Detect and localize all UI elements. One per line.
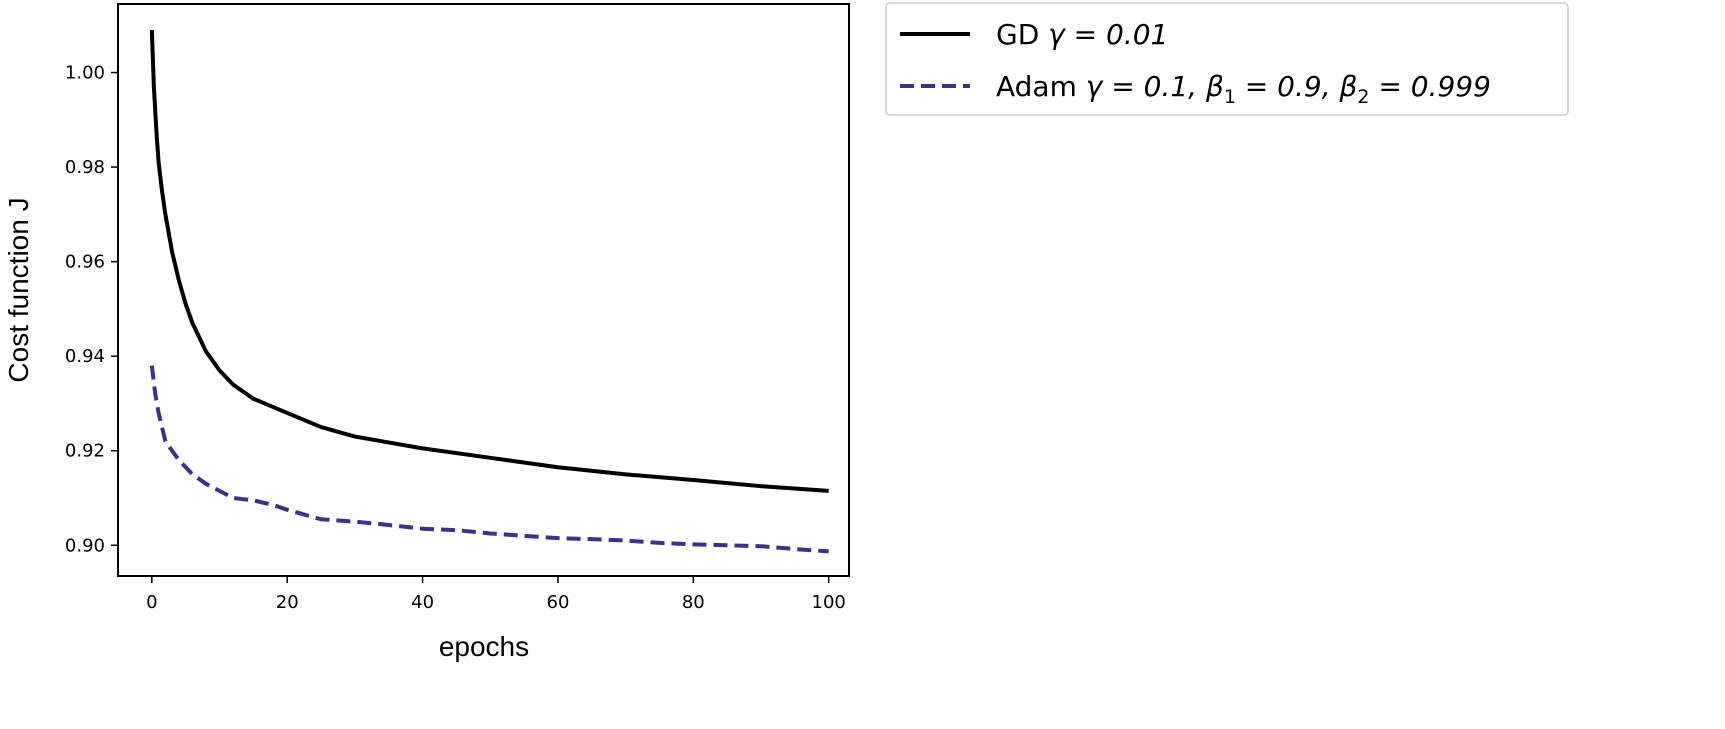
plot-marks bbox=[149, 29, 829, 554]
y-axis-label: Cost function J bbox=[3, 197, 34, 382]
x-tick-label: 80 bbox=[682, 592, 705, 613]
y-tick-label: 0.90 bbox=[65, 535, 105, 556]
plot-frame bbox=[117, 3, 850, 577]
y-tick-label: 0.92 bbox=[65, 441, 105, 462]
legend: GD γ = 0.01 Adam γ = 0.1, β1 = 0.9, β2 = … bbox=[885, 2, 1569, 116]
series-line-adam bbox=[149, 365, 829, 554]
legend-box bbox=[885, 2, 1569, 116]
x-tick-label: 20 bbox=[276, 592, 299, 613]
y-axis: 0.90 0.92 0.94 0.96 0.98 1.00 bbox=[65, 63, 118, 556]
x-tick-label: 60 bbox=[547, 592, 570, 613]
x-axis-label: epochs bbox=[439, 631, 529, 662]
y-tick-label: 1.00 bbox=[65, 63, 105, 84]
y-tick-label: 0.98 bbox=[65, 157, 105, 178]
x-tick-label: 0 bbox=[146, 592, 157, 613]
series-line-gd bbox=[149, 29, 829, 493]
legend-label-adam: Adam γ = 0.1, β1 = 0.9, β2 = 0.999 bbox=[996, 70, 1491, 108]
x-axis: 0 20 40 60 80 100 bbox=[146, 576, 846, 613]
x-tick-label: 100 bbox=[812, 592, 846, 613]
y-tick-label: 0.96 bbox=[65, 252, 105, 273]
x-tick-label: 40 bbox=[411, 592, 434, 613]
legend-label-gd: GD γ = 0.01 bbox=[996, 18, 1168, 51]
y-tick-label: 0.94 bbox=[65, 346, 105, 367]
